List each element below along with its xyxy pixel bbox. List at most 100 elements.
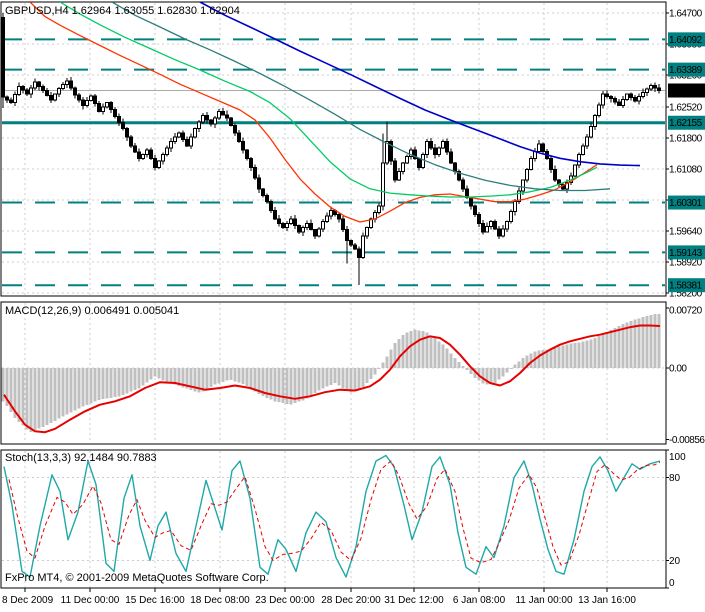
price-badge — [668, 278, 705, 293]
macd-histogram-bar — [557, 346, 561, 368]
candle-body-bull — [425, 140, 429, 155]
price-badge — [668, 62, 705, 77]
candle-body-bear — [1, 16, 5, 98]
time-axis-label: 8 Dec 2009 — [2, 595, 54, 606]
candle-body-bear — [5, 96, 9, 101]
macd-histogram-bar — [513, 364, 517, 368]
candle-body-bear — [77, 94, 81, 101]
price-axis-label: 1.58920 — [669, 257, 703, 268]
macd-indicator-label: MACD(12,26,9) 0.006491 0.005041 — [5, 305, 180, 317]
macd-histogram-bar — [161, 368, 165, 381]
candle-body-bear — [633, 97, 637, 102]
macd-histogram-bar — [437, 341, 441, 368]
macd-histogram-bar — [501, 368, 505, 377]
candle-body-bull — [13, 94, 17, 104]
candle-body-bear — [473, 205, 477, 216]
macd-histogram-bar — [269, 368, 273, 400]
candle-body-bull — [381, 162, 385, 207]
price-badge-label: 1.62904 — [669, 86, 703, 97]
macd-histogram-bar — [249, 368, 253, 389]
macd-histogram-bar — [429, 335, 433, 368]
macd-histogram-bar — [569, 343, 573, 368]
candle-body-bear — [313, 229, 317, 237]
macd-histogram-bar — [629, 321, 633, 368]
macd-histogram-bar — [85, 368, 89, 406]
candle-body-bull — [409, 149, 413, 158]
macd-histogram-bar — [529, 353, 533, 368]
macd-histogram-bar — [457, 362, 461, 368]
macd-histogram-bar — [81, 368, 85, 407]
macd-histogram-bar — [561, 345, 565, 368]
ma-mid-green-line — [59, 2, 598, 198]
macd-histogram-bar — [365, 368, 369, 383]
candle-body-bull — [597, 104, 601, 117]
candle-body-bear — [117, 116, 121, 124]
macd-signal-line — [3, 324, 661, 434]
macd-histogram-bar — [393, 343, 397, 368]
candle-body-bull — [169, 140, 173, 149]
macd-histogram-bar — [253, 368, 257, 392]
candle-body-bull — [201, 115, 205, 123]
candle-body-bull — [329, 209, 333, 217]
macd-histogram-bar — [29, 368, 33, 432]
candle-body-bear — [429, 140, 433, 149]
candle-body-bear — [93, 95, 97, 105]
candle-body-bull — [489, 221, 493, 228]
macd-histogram-bar — [93, 368, 97, 402]
candle-body-bull — [145, 149, 149, 155]
candle-body-bull — [101, 106, 105, 112]
macd-histogram-bar — [321, 368, 325, 389]
macd-histogram-bar — [37, 368, 41, 429]
candle-body-bull — [157, 160, 161, 168]
candle-body-bear — [549, 158, 553, 170]
macd-histogram-bar — [369, 368, 373, 379]
macd-histogram-bar — [341, 368, 345, 389]
candle-body-bear — [605, 93, 609, 97]
macd-histogram-bar — [413, 329, 417, 368]
macd-histogram-bar — [549, 348, 553, 368]
macd-histogram-bar — [169, 368, 173, 384]
candle-body-bear — [293, 218, 297, 226]
candle-body-bear — [233, 125, 237, 134]
macd-histogram-bar — [9, 368, 13, 412]
candle-body-bear — [453, 162, 457, 173]
macd-histogram-bar — [361, 368, 365, 387]
candle-body-bull — [505, 221, 509, 230]
macd-histogram-bar — [293, 368, 297, 403]
macd-histogram-bar — [297, 368, 301, 402]
candle-body-bull — [33, 81, 37, 89]
macd-histogram-bar — [149, 368, 153, 380]
candle-body-bear — [273, 209, 277, 220]
macd-histogram-bar — [601, 334, 605, 368]
candle-body-bear — [9, 99, 13, 104]
time-axis-label: 11 Dec 00:00 — [61, 595, 120, 606]
macd-histogram-bar — [193, 368, 197, 392]
macd-histogram-bar — [209, 368, 213, 387]
candle-body-bear — [257, 177, 261, 190]
ma-slow-teal-line — [111, 2, 611, 192]
candle-body-bull — [65, 80, 69, 86]
stoch-indicator-label: Stoch(13,3,3) 92.1484 90.7883 — [5, 452, 157, 464]
macd-histogram-bar — [125, 368, 129, 394]
candle-body-bull — [177, 132, 181, 138]
macd-histogram-bar — [153, 368, 157, 377]
macd-histogram-bar — [317, 368, 321, 391]
price-badge — [668, 32, 705, 47]
macd-histogram-bar — [141, 368, 145, 386]
macd-histogram-bar — [121, 368, 125, 396]
time-axis-label: 31 Dec 12:00 — [384, 595, 444, 606]
stochastic-panel[interactable] — [0, 449, 667, 589]
time-axis-label: 13 Jan 16:00 — [578, 595, 636, 606]
macd-histogram-bar — [137, 368, 141, 389]
candle-body-bull — [365, 227, 369, 237]
macd-histogram-bar — [261, 368, 265, 396]
candle-body-bear — [237, 132, 241, 142]
stoch-axis-label: 100 — [669, 452, 686, 463]
candle-body-bear — [25, 89, 29, 95]
candle-body-bear — [617, 101, 621, 106]
macd-histogram-bar — [649, 314, 653, 368]
candle-body-bear — [37, 81, 41, 87]
candle-body-bull — [85, 100, 89, 106]
candle-body-bear — [297, 224, 301, 233]
